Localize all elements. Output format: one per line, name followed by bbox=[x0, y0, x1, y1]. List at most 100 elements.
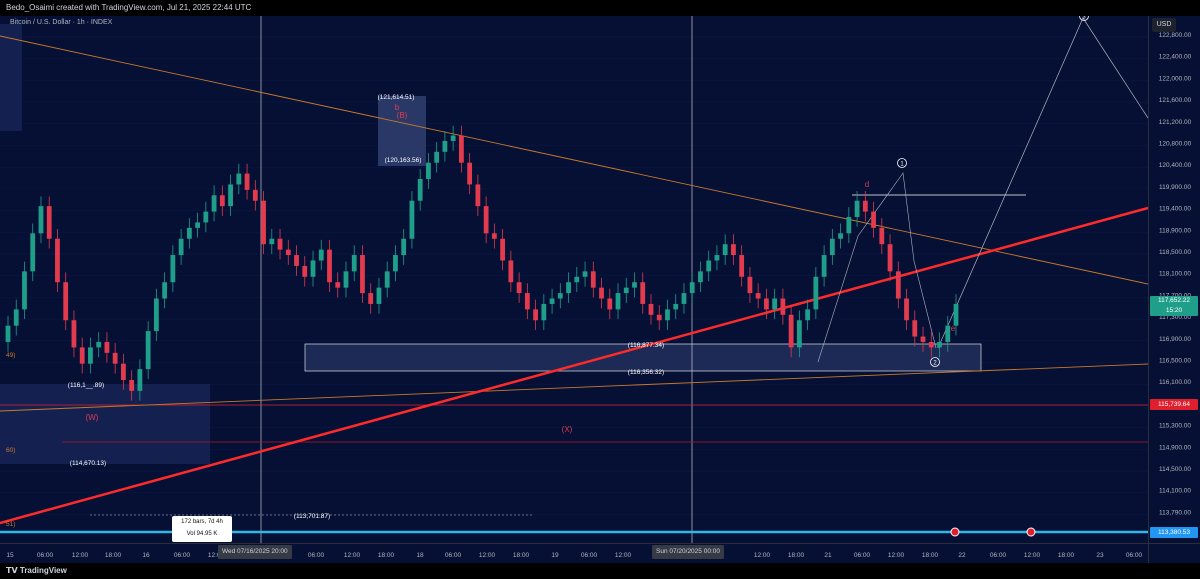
candle-body bbox=[632, 282, 637, 288]
candle-body bbox=[714, 255, 720, 261]
chart-plot-area[interactable]: (121,614.51) (120,163.56) (116,877.34) (116… bbox=[0, 16, 1148, 543]
price-tick-label: 122,000.00 bbox=[1159, 75, 1192, 82]
candle-body bbox=[640, 282, 646, 304]
price-tick-label: 116,100.00 bbox=[1159, 379, 1191, 386]
candle-body bbox=[310, 260, 316, 277]
candle-body bbox=[928, 341, 934, 348]
price-tick-label: 116,900.00 bbox=[1159, 336, 1191, 343]
candle-body bbox=[219, 195, 225, 207]
candle-body bbox=[195, 222, 200, 228]
candle-body bbox=[211, 195, 217, 212]
symbol-title[interactable]: Bitcoin / U.S. Dollar · 1h · INDEX bbox=[10, 19, 113, 26]
candle-body bbox=[294, 255, 299, 266]
candle-body bbox=[277, 238, 283, 250]
chart-canvas[interactable]: (121,614.51) (120,163.56) (116,877.34) (116… bbox=[0, 16, 1148, 543]
price-tick-label: 122,400.00 bbox=[1159, 54, 1192, 61]
candle-body bbox=[722, 244, 728, 256]
time-tick-label: 18:00 bbox=[105, 552, 122, 559]
red-level-tag: 115,739.64 bbox=[1150, 399, 1198, 410]
candle-body bbox=[920, 336, 926, 342]
price-annotation-label: (113,701.87) bbox=[294, 513, 330, 520]
candle-body bbox=[796, 320, 802, 348]
price-annotation-label: (116,356.32) bbox=[628, 369, 664, 376]
candle-body bbox=[129, 380, 135, 391]
candle-body bbox=[623, 287, 629, 294]
wave-circle-marker bbox=[897, 158, 907, 168]
time-tick-label: 06:00 bbox=[174, 552, 191, 559]
candle-body bbox=[384, 271, 390, 288]
candle-body bbox=[755, 293, 761, 299]
price-tick-label: 118,100.00 bbox=[1159, 271, 1191, 278]
candle-body bbox=[203, 211, 209, 223]
time-tick-label: 19 bbox=[551, 552, 559, 559]
price-tick-label: 114,100.00 bbox=[1159, 488, 1191, 495]
left-edge-label: 49) bbox=[6, 352, 15, 359]
candle-body bbox=[302, 265, 308, 277]
candle-body bbox=[813, 276, 819, 310]
candle-body bbox=[648, 303, 654, 315]
candle-body bbox=[96, 341, 102, 348]
price-tick-label: 119,900.00 bbox=[1159, 184, 1191, 191]
candle-body bbox=[244, 173, 250, 190]
candle-body bbox=[285, 249, 291, 256]
wave-circle-marker bbox=[930, 357, 940, 367]
price-tick-label: 120,400.00 bbox=[1159, 162, 1192, 169]
bar-countdown: 15:20 bbox=[1165, 307, 1183, 314]
candle-body bbox=[937, 341, 942, 348]
price-annotation-label: (121,614.51) bbox=[378, 94, 415, 101]
price-axis[interactable]: 122,800.00 122,400.00 122,000.00 121,600.00… bbox=[1148, 16, 1200, 543]
time-axis[interactable]: 15 06:00 12:00 18:00 16 06:00 12:00 06:00 12:00 1… bbox=[0, 543, 1148, 564]
wave-projection-path bbox=[937, 17, 1148, 349]
candle-body bbox=[549, 298, 555, 304]
candle-body bbox=[145, 331, 151, 370]
range-stats-box: 172 bars, 7d 4h Vol 94.95 K bbox=[172, 516, 232, 542]
candle-body bbox=[360, 255, 365, 294]
candle-body bbox=[557, 293, 563, 299]
time-tick-label: 12:00 bbox=[615, 552, 632, 559]
candle-body bbox=[38, 206, 44, 234]
price-tick-label: 121,600.00 bbox=[1159, 97, 1192, 104]
time-tick-label: 06:00 bbox=[445, 552, 462, 559]
candle-body bbox=[508, 260, 514, 283]
price-tick-label: 117,300.00 bbox=[1159, 314, 1191, 321]
time-tick-label: 12:00 bbox=[479, 552, 496, 559]
candle-body bbox=[764, 298, 769, 310]
time-tick-label: 06:00 bbox=[37, 552, 54, 559]
candle-body bbox=[681, 293, 687, 304]
wave-label: b bbox=[395, 103, 400, 112]
candle-body bbox=[22, 271, 27, 310]
candle-body bbox=[912, 320, 918, 337]
candle-body bbox=[541, 303, 547, 321]
candle-body bbox=[71, 320, 77, 348]
candle-body bbox=[153, 298, 159, 332]
price-tick-label: 120,800.00 bbox=[1159, 141, 1192, 148]
candle-body bbox=[475, 184, 481, 207]
candle-body bbox=[524, 293, 530, 310]
candle-body bbox=[566, 282, 571, 294]
candle-body bbox=[458, 135, 464, 163]
candle-body bbox=[426, 162, 431, 179]
candle-body bbox=[5, 325, 11, 342]
candle-body bbox=[170, 255, 176, 283]
candle-body bbox=[178, 238, 184, 256]
candle-body bbox=[887, 244, 893, 272]
blue-level-tag: 113,380.53 bbox=[1150, 527, 1198, 538]
candle-body bbox=[615, 293, 621, 310]
candle-body bbox=[780, 298, 786, 315]
candle-body bbox=[30, 233, 36, 272]
candle-body bbox=[351, 255, 357, 272]
candle-body bbox=[953, 303, 959, 326]
time-tick-label: 22 bbox=[958, 552, 966, 559]
time-tick-label: 18:00 bbox=[378, 552, 395, 559]
candle-body bbox=[838, 233, 843, 239]
left-edge-label: 60) bbox=[6, 447, 15, 454]
candle-body bbox=[904, 298, 909, 321]
price-annotation-label: (114,670.13) bbox=[70, 460, 106, 467]
candle-body bbox=[829, 238, 835, 256]
red-ascending-trendline bbox=[0, 206, 1148, 525]
price-tick-label: 113,790.00 bbox=[1159, 509, 1191, 516]
currency-button[interactable]: USD bbox=[1152, 18, 1176, 32]
candle-body bbox=[788, 314, 794, 348]
candle-body bbox=[335, 282, 341, 288]
candle-body bbox=[63, 282, 69, 321]
